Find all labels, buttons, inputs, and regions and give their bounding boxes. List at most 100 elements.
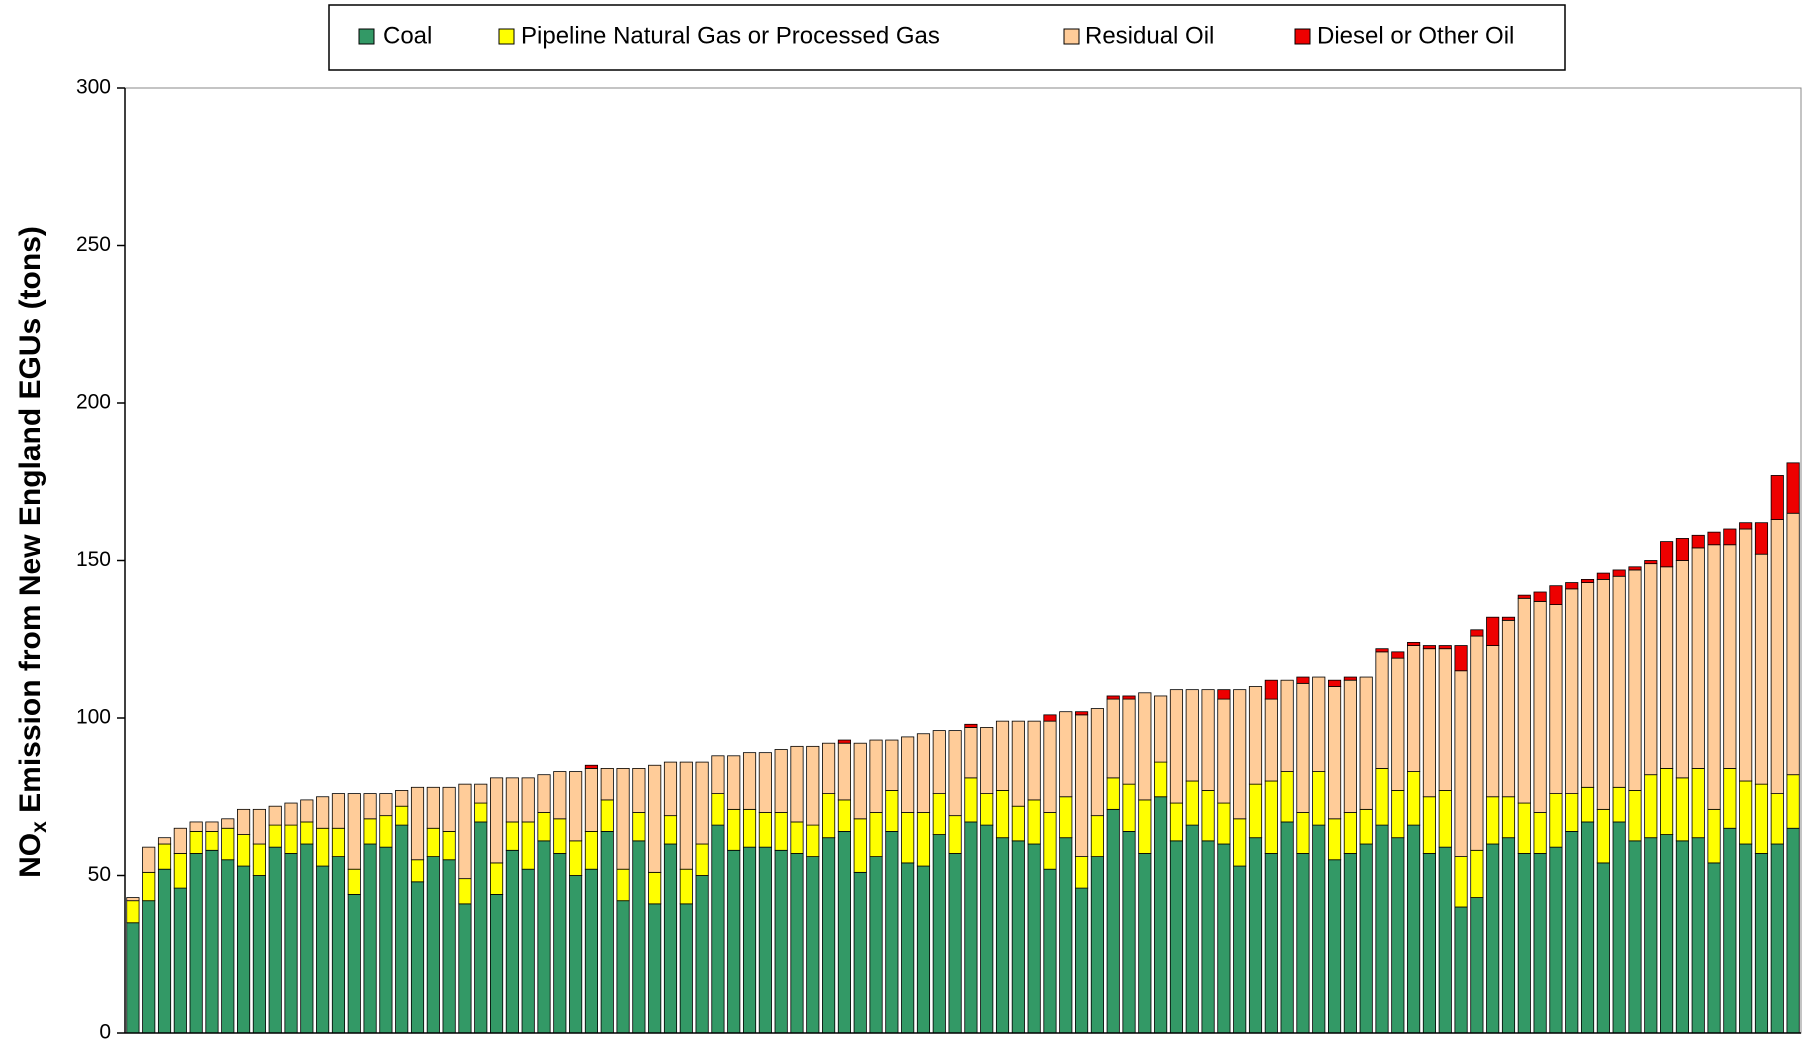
bar-segment: [347, 894, 361, 1034]
bar-segment: [616, 868, 630, 902]
bar-segment: [1739, 780, 1753, 845]
bar-segment: [489, 894, 504, 1034]
bar-segment: [1628, 566, 1642, 571]
bar-segment: [1533, 853, 1547, 1034]
bar-segment: [1549, 585, 1563, 606]
bar-segment: [584, 831, 599, 870]
bar-segment: [948, 853, 962, 1034]
bar-segment: [1217, 802, 1231, 845]
legend-swatch: [358, 28, 375, 45]
bar-segment: [284, 824, 298, 854]
bar-segment: [474, 821, 488, 1034]
bar-segment: [1233, 689, 1247, 820]
bar-segment: [126, 897, 140, 902]
bar-segment: [1470, 635, 1484, 851]
bar-segment: [695, 875, 709, 1034]
bar-segment: [1375, 768, 1389, 826]
y-tick-label: 250: [76, 233, 111, 256]
bar-segment: [1549, 793, 1563, 848]
bar-segment: [648, 764, 662, 873]
bar-segment: [1754, 853, 1769, 1034]
legend-label: Coal: [383, 22, 432, 49]
bar-segment: [1770, 793, 1784, 845]
bar-segment: [695, 843, 709, 876]
bar-segment: [1280, 679, 1294, 772]
bar-segment: [1517, 853, 1531, 1034]
bar-segment: [727, 849, 741, 1034]
bar-segment: [331, 827, 346, 858]
bar-segment: [331, 793, 346, 829]
legend-swatch: [498, 28, 515, 45]
bar-segment: [837, 799, 851, 832]
bar-segment: [600, 831, 614, 1034]
bar-segment: [1739, 843, 1753, 1034]
bar-segment: [1264, 853, 1278, 1034]
bar-segment: [885, 739, 899, 791]
bar-segment: [521, 868, 535, 1034]
bar-segment: [869, 812, 883, 857]
bar-segment: [1391, 651, 1405, 659]
bar-segment: [1438, 645, 1452, 650]
bar-segment: [363, 793, 377, 820]
bar-segment: [584, 768, 599, 832]
bar-segment: [173, 827, 187, 854]
bar-segment: [964, 777, 978, 823]
bar-segment: [1723, 827, 1737, 1034]
bar-segment: [1486, 796, 1500, 845]
bar-segment: [1106, 777, 1120, 810]
bar-segment: [822, 742, 836, 795]
bar-segment: [1612, 786, 1626, 823]
bar-segment: [505, 821, 519, 851]
bar-segment: [237, 808, 251, 835]
bar-segment: [205, 849, 219, 1034]
bar-segment: [948, 730, 962, 817]
bar-segment: [901, 812, 915, 864]
bar-segment: [1090, 708, 1104, 817]
bar-segment: [1596, 808, 1610, 864]
bar-segment: [331, 856, 346, 1034]
bar-segment: [663, 843, 678, 1034]
bar-segment: [837, 831, 851, 1034]
bar-segment: [1470, 897, 1484, 1034]
bar-segment: [1707, 808, 1721, 864]
bar-segment: [1264, 679, 1278, 700]
bar-segment: [1027, 843, 1041, 1034]
bar-segment: [1122, 783, 1136, 832]
y-tick-label: 0: [99, 1021, 111, 1044]
bar-segment: [1169, 689, 1184, 804]
bar-segment: [1122, 698, 1136, 785]
bar-segment: [1154, 761, 1168, 798]
bar-segment: [1359, 843, 1373, 1034]
bar-segment: [347, 793, 361, 870]
bar-segment: [489, 862, 504, 895]
bar-segment: [426, 786, 440, 829]
bar-segment: [1343, 676, 1357, 681]
bar-segment: [1359, 808, 1373, 845]
bar-segment: [395, 790, 409, 807]
bar-segment: [1580, 582, 1595, 788]
bar-segment: [379, 846, 393, 1034]
bar-segment: [1359, 676, 1373, 810]
legend-label: Residual Oil: [1085, 22, 1214, 49]
bar-segment: [1786, 512, 1800, 776]
bar-segment: [1770, 843, 1784, 1034]
bar-segment: [1596, 572, 1610, 580]
bar-segment: [1533, 591, 1547, 602]
bar-segment: [1565, 588, 1579, 794]
bar-segment: [901, 736, 915, 813]
bar-segment: [742, 808, 757, 848]
legend-swatch: [1294, 28, 1311, 45]
bar-segment: [806, 824, 820, 857]
bar-segment: [1264, 698, 1278, 782]
bar-segment: [489, 777, 504, 864]
bar-segment: [1217, 698, 1231, 804]
bar-segment: [316, 827, 330, 867]
bar-segment: [1185, 780, 1199, 826]
bar-segment: [1691, 837, 1705, 1034]
bar-segment: [458, 903, 472, 1034]
bar-segment: [1059, 796, 1073, 839]
bar-segment: [395, 805, 409, 826]
bar-segment: [157, 837, 172, 845]
bar-segment: [1011, 720, 1025, 807]
bar-segment: [695, 761, 709, 845]
